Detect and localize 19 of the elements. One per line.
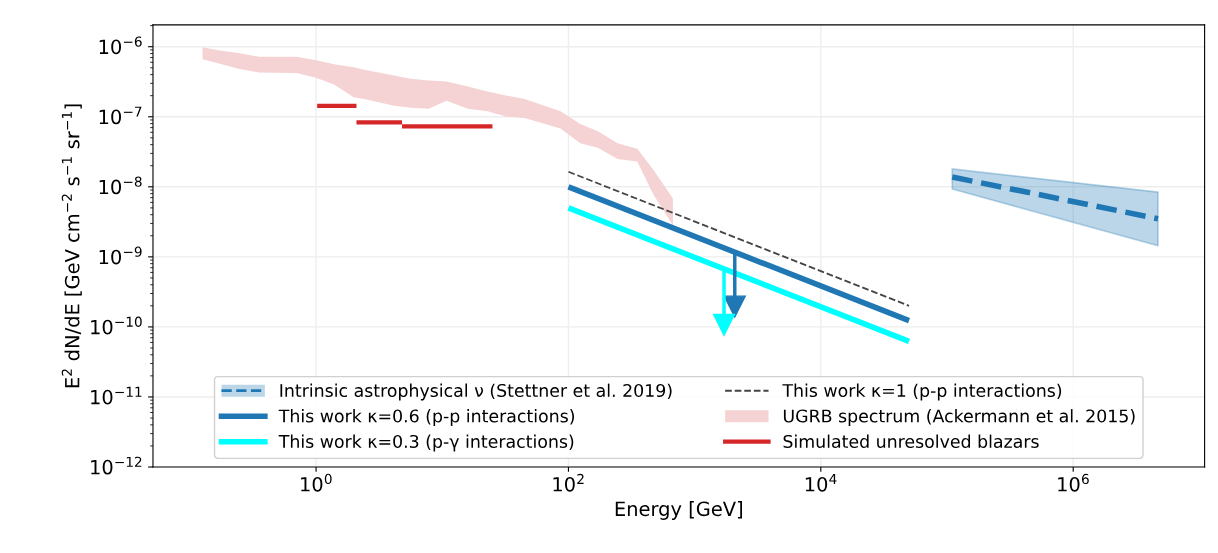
- y-tick-label: 10$^{−10}$: [91, 316, 142, 335]
- legend-label: This work κ=0.3 (p-γ interactions): [278, 434, 574, 452]
- y-tick-label: 10$^{−11}$: [91, 386, 142, 405]
- legend-label: Intrinsic astrophysical ν (Stettner et al. 2019): [280, 383, 672, 401]
- legend-label: This work κ=1 (p-p interactions): [782, 383, 1062, 401]
- y-tick-label: 10$^{−7}$: [99, 106, 142, 125]
- x-axis-title: Energy [GeV]: [615, 501, 742, 520]
- x-tick-label: 10$^{0}$: [301, 473, 332, 492]
- x-tick-label: 10$^{6}$: [1058, 473, 1089, 492]
- legend-label: Simulated unresolved blazars: [783, 434, 1039, 449]
- x-tick-label: 10$^{4}$: [805, 474, 837, 492]
- y-tick-label: 10$^{−8}$: [99, 176, 142, 195]
- y-tick-label: 10$^{−6}$: [99, 36, 142, 55]
- y-tick-label: 10$^{−12}$: [91, 456, 142, 475]
- legend-label: UGRB spectrum (Ackermann et al. 2015): [783, 409, 1135, 426]
- y-tick-label: 10$^{−9}$: [99, 246, 142, 265]
- legend-label: This work κ=0.6 (p-p interactions): [278, 409, 575, 426]
- x-tick-label: 10$^{2}$: [553, 473, 584, 492]
- text: E$^{2}$ dN/dE [GeV cm$^{−2}$ s$^{−1}$ sr$^{−1}$]: [61, 104, 82, 388]
